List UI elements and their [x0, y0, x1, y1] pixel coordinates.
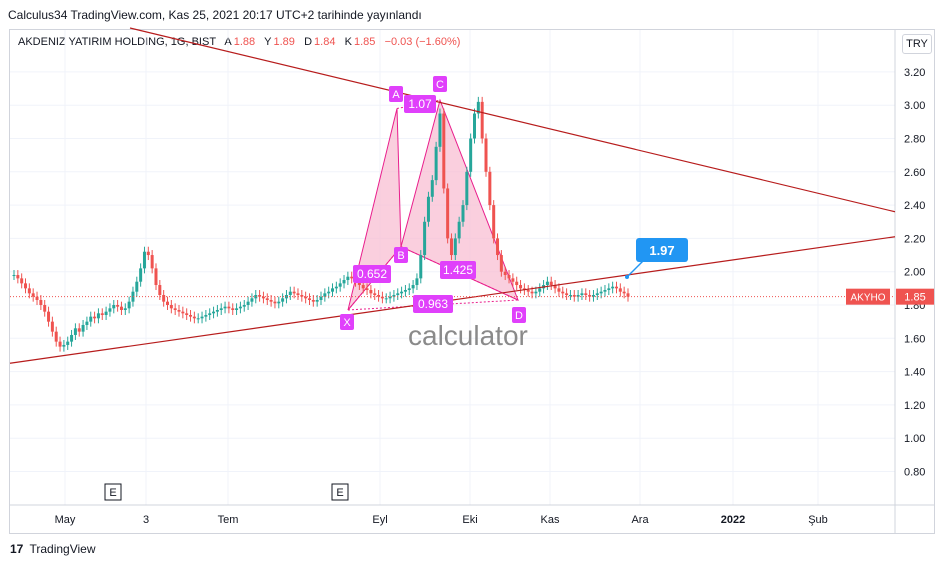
publish-header: Calculus34 TradingView.com, Kas 25, 2021…	[8, 8, 422, 22]
high-value: 1.89	[273, 36, 295, 48]
tradingview-brand: TradingView	[29, 542, 96, 556]
high-label: Y	[264, 36, 272, 48]
open-value: 1.88	[233, 36, 256, 48]
tradingview-footer[interactable]: 17 TradingView	[10, 542, 96, 556]
watermark-text: calculator	[408, 320, 528, 351]
change-value: −0.03 (−1.60%)	[384, 36, 461, 48]
close-label: K	[344, 36, 352, 48]
chart-frame[interactable]	[9, 29, 935, 534]
tradingview-logo-icon: 17	[10, 542, 24, 556]
symbol-legend: AKDENIZ YATIRIM HOLDING, 1G, BIST A 1.88 …	[18, 36, 460, 48]
low-value: 1.84	[314, 36, 336, 48]
currency-button[interactable]: TRY	[902, 34, 932, 54]
symbol-name: AKDENIZ YATIRIM HOLDING, 1G, BIST	[18, 36, 216, 48]
open-label: A	[224, 36, 232, 48]
close-value: 1.85	[353, 36, 376, 48]
low-label: D	[304, 36, 313, 48]
